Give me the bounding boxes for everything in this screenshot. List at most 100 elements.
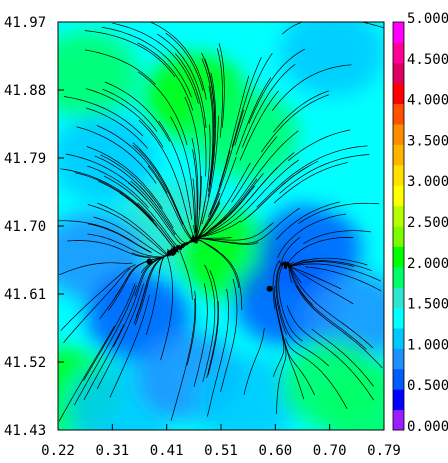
streamline bbox=[305, 266, 382, 292]
streamline bbox=[174, 53, 207, 177]
streamline bbox=[207, 72, 217, 198]
streamline bbox=[96, 283, 144, 389]
streamline bbox=[220, 278, 238, 392]
x-tick-label: 0.60 bbox=[258, 443, 292, 459]
streamline bbox=[76, 126, 157, 184]
colorbar-swatch bbox=[393, 144, 404, 166]
colorbar-label: 0.500 bbox=[407, 378, 448, 394]
streamline bbox=[100, 154, 174, 229]
streamline bbox=[287, 129, 351, 161]
streamline bbox=[130, 180, 176, 236]
streamline bbox=[256, 145, 368, 208]
streamline bbox=[192, 124, 211, 242]
streamline bbox=[277, 213, 347, 259]
streamline bbox=[208, 130, 299, 231]
colorbar-label: 2.500 bbox=[407, 215, 448, 231]
streamline bbox=[85, 88, 164, 148]
streamline bbox=[207, 288, 229, 417]
colorbar-swatch bbox=[393, 389, 404, 411]
streamline bbox=[137, 42, 194, 111]
streamline bbox=[190, 162, 251, 243]
streamline bbox=[285, 338, 348, 409]
streamline bbox=[63, 268, 131, 344]
streamline bbox=[206, 269, 219, 378]
streamline bbox=[205, 178, 258, 234]
streamline bbox=[94, 155, 154, 202]
streamline bbox=[134, 256, 164, 326]
streamline bbox=[209, 109, 244, 215]
streamline bbox=[86, 146, 163, 209]
streamline bbox=[216, 48, 223, 138]
streamline bbox=[158, 120, 193, 220]
streamline bbox=[84, 49, 156, 85]
marker-layer bbox=[146, 258, 273, 292]
streamline bbox=[83, 324, 125, 401]
streamline bbox=[231, 57, 262, 148]
streamline bbox=[138, 119, 196, 241]
y-tick-label: 41.52 bbox=[4, 355, 46, 371]
colorbar-swatch bbox=[393, 348, 404, 370]
colorbar-swatch bbox=[393, 246, 404, 268]
streamline bbox=[131, 240, 191, 258]
colorbar-label: 1.500 bbox=[407, 297, 448, 313]
streamline bbox=[156, 33, 207, 128]
streamline bbox=[93, 216, 172, 257]
streamline bbox=[87, 233, 169, 258]
colorbar-swatch bbox=[393, 22, 404, 43]
streamline bbox=[273, 90, 329, 133]
field-layer bbox=[58, 22, 384, 430]
colorbar-labels: 0.000 0.500 1.000 1.500 2.000 2.500 3.000 3.500… bbox=[407, 11, 448, 435]
streamline bbox=[59, 262, 133, 276]
streamline bbox=[201, 115, 219, 225]
streamline bbox=[150, 22, 207, 100]
streamline bbox=[84, 30, 176, 78]
streamline bbox=[239, 90, 279, 161]
colorbar-swatch bbox=[393, 287, 404, 309]
marker-point bbox=[266, 285, 273, 292]
streamline bbox=[193, 238, 259, 245]
y-tick-label: 41.88 bbox=[4, 83, 46, 99]
streamline bbox=[243, 327, 265, 395]
colorbar-swatch bbox=[393, 226, 404, 247]
streamline bbox=[279, 154, 370, 194]
streamline bbox=[112, 22, 199, 104]
streamline bbox=[272, 260, 288, 310]
colorbar-swatch bbox=[393, 368, 404, 390]
streamline bbox=[275, 262, 287, 335]
streamline bbox=[303, 230, 371, 245]
streamline bbox=[96, 125, 168, 194]
field-region bbox=[280, 22, 384, 97]
y-tick-label: 41.70 bbox=[4, 219, 46, 235]
streamline bbox=[104, 81, 171, 142]
streamline bbox=[286, 264, 342, 290]
colorbar-swatch bbox=[393, 124, 404, 145]
streamline bbox=[88, 223, 152, 253]
streamline bbox=[137, 71, 188, 145]
streamline bbox=[201, 52, 215, 186]
streamline bbox=[273, 162, 348, 204]
streamline bbox=[192, 159, 300, 241]
streamline bbox=[274, 286, 287, 415]
streamline bbox=[60, 168, 155, 222]
colorbar-label: 2.000 bbox=[407, 256, 448, 272]
streamline bbox=[132, 144, 184, 225]
streamline bbox=[139, 148, 197, 242]
streamline bbox=[87, 204, 168, 256]
plot-area bbox=[58, 22, 384, 430]
streamline bbox=[170, 116, 196, 233]
streamline bbox=[208, 85, 214, 186]
y-axis: 41.43 41.52 41.61 41.70 41.79 41.88 41.97 bbox=[4, 15, 64, 439]
streamline bbox=[86, 165, 149, 208]
streamline bbox=[360, 22, 384, 29]
streamline bbox=[165, 32, 204, 91]
streamline bbox=[193, 283, 208, 387]
streamline bbox=[286, 305, 374, 401]
colorbar-label: 4.000 bbox=[407, 93, 448, 109]
streamline bbox=[285, 260, 372, 271]
streamline bbox=[83, 283, 136, 381]
streamline bbox=[109, 294, 150, 398]
streamline bbox=[296, 285, 367, 350]
streamline bbox=[231, 136, 278, 203]
streamline bbox=[73, 285, 137, 406]
streamline bbox=[101, 26, 192, 98]
